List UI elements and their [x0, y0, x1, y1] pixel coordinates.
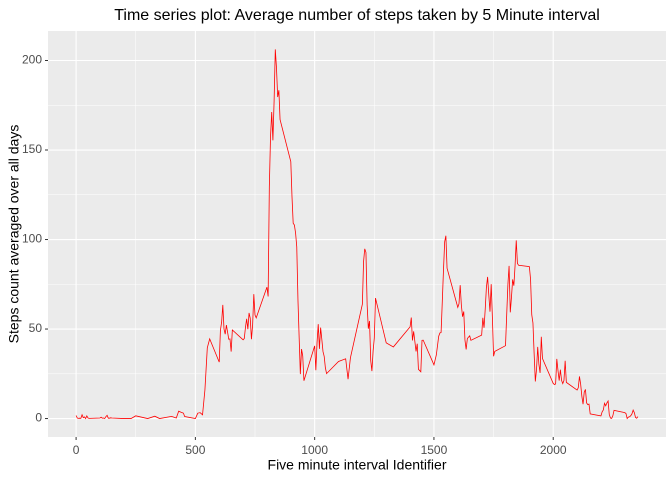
panel	[48, 31, 666, 437]
y-tick-label: 150	[22, 142, 42, 156]
y-tick-label: 200	[22, 53, 42, 67]
x-axis-label: Five minute interval Identifier	[268, 457, 447, 473]
y-tick-label: 0	[35, 411, 42, 425]
chart-title: Time series plot: Average number of step…	[114, 7, 600, 24]
x-tick-label: 1500	[421, 443, 448, 457]
series-line	[75, 49, 639, 420]
x-tick-label: 1000	[301, 443, 328, 457]
x-tick-label: 2000	[540, 443, 567, 457]
y-axis-label: Steps count averaged over all days	[6, 125, 22, 344]
x-tick-label: 0	[73, 443, 80, 457]
y-tick-label: 50	[29, 321, 43, 335]
x-tick-label: 500	[185, 443, 205, 457]
y-tick-label: 100	[22, 232, 42, 246]
